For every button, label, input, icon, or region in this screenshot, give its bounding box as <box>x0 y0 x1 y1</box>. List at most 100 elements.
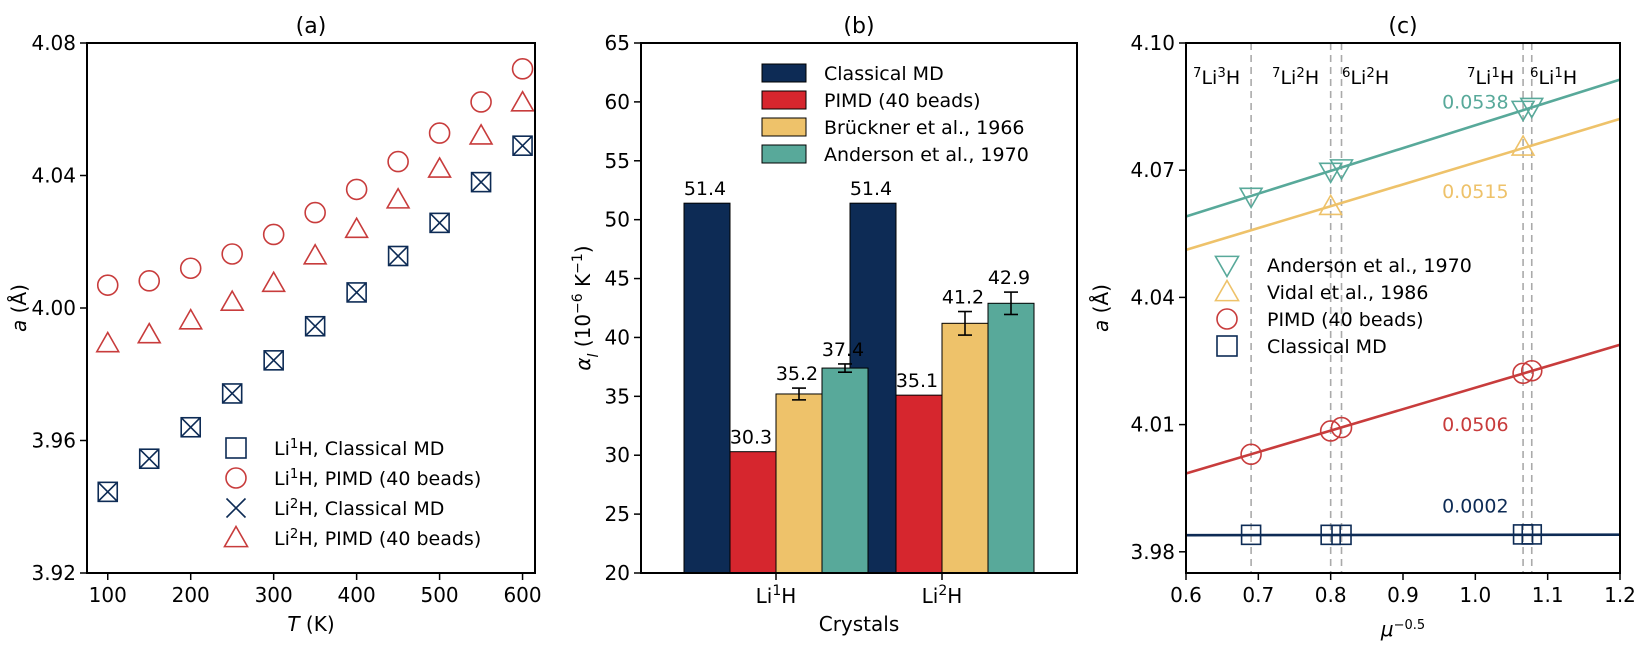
data-point <box>347 282 367 303</box>
data-point <box>261 270 286 293</box>
x-tick-label: 0.9 <box>1387 583 1419 607</box>
data-point <box>510 90 535 112</box>
data-point <box>344 216 369 239</box>
data-point <box>138 270 161 292</box>
y-tick-label: 3.92 <box>31 561 76 585</box>
y-axis-label: a (Å) <box>1089 284 1113 332</box>
data-point <box>470 171 492 193</box>
text-segment: 2 <box>1296 66 1304 81</box>
data-point <box>264 350 284 370</box>
legend-label: Classical MD <box>824 63 944 85</box>
text-segment: H <box>1500 67 1514 89</box>
text-segment: Li <box>274 438 290 460</box>
data-point <box>181 417 201 437</box>
text-segment: Li <box>274 498 290 520</box>
data-point <box>1512 362 1534 385</box>
text-segment: H <box>1563 67 1577 89</box>
data-point <box>1320 524 1341 546</box>
x-tick-label: 600 <box>503 583 541 607</box>
y-tick-label: 4.10 <box>1130 31 1175 55</box>
text-segment: Li <box>1350 67 1366 89</box>
y-tick-label: 60 <box>605 90 630 114</box>
text-segment: Li <box>1280 67 1296 89</box>
data-point <box>1510 134 1536 156</box>
legend-label: Anderson et al., 1970 <box>824 144 1029 166</box>
legend-marker <box>225 497 247 519</box>
text-segment: H <box>1226 67 1240 89</box>
bar <box>821 367 869 574</box>
data-point <box>263 350 284 371</box>
data-point <box>221 383 243 404</box>
text-segment: 2 <box>290 527 298 542</box>
text-segment: 6 <box>1342 66 1350 81</box>
legend-marker <box>1216 335 1238 357</box>
data-point <box>1519 97 1545 120</box>
data-point <box>1318 162 1343 185</box>
text-segment: H <box>947 584 962 608</box>
legend-marker <box>225 467 247 489</box>
data-point <box>429 212 450 234</box>
y-axis-label-symbol: α <box>571 357 595 370</box>
y-tick-label: 25 <box>605 502 630 526</box>
legend-label: Li2H, PIMD (40 beads) <box>274 527 481 551</box>
data-point <box>178 308 204 330</box>
legend-label: Classical MD <box>1267 336 1387 358</box>
data-point <box>97 481 119 503</box>
y-tick-label: 4.07 <box>1130 158 1175 182</box>
bar <box>775 393 823 574</box>
legend-swatch <box>761 117 807 137</box>
data-point <box>180 416 202 438</box>
data-point <box>512 135 533 156</box>
text-segment: 2 <box>290 497 298 512</box>
y-tick-label: 3.96 <box>31 429 76 453</box>
data-point <box>98 482 118 502</box>
data-point <box>95 330 121 353</box>
legend-label: Anderson et al., 1970 <box>1267 255 1472 277</box>
legend-label: Li1H, PIMD (40 beads) <box>274 467 481 491</box>
y-axis-label-symbol: a <box>7 320 31 332</box>
bar <box>987 302 1035 574</box>
data-point <box>1240 443 1262 466</box>
legend-label: Vidal et al., 1986 <box>1267 282 1428 304</box>
x-tick-label: 300 <box>255 583 293 607</box>
data-point <box>262 223 285 246</box>
text-segment: 7 <box>1193 66 1201 81</box>
text-segment: H, Classical MD <box>298 498 444 520</box>
x-axis-label: μ−0.5 <box>1380 617 1425 641</box>
data-point <box>387 150 409 173</box>
bar-value-label: 42.9 <box>988 267 1030 289</box>
data-point <box>346 282 367 303</box>
data-point <box>96 274 119 296</box>
fit-line <box>1185 117 1621 252</box>
y-axis-label-unit: K <box>571 273 595 293</box>
bar-value-label: 35.2 <box>776 363 818 385</box>
data-point <box>304 201 326 224</box>
slope-label: 0.0506 <box>1442 414 1508 436</box>
bar <box>729 451 777 574</box>
x-tick-label: 400 <box>338 583 376 607</box>
data-point <box>1319 420 1342 442</box>
text-segment: H, PIMD (40 beads) <box>298 528 481 550</box>
x-axis-label: Crystals <box>819 612 900 636</box>
data-point <box>511 58 534 80</box>
panel-title: (c) <box>1388 14 1417 39</box>
data-point <box>1329 159 1354 181</box>
x-tick-label: 0.6 <box>1170 583 1202 607</box>
plot-frame <box>640 42 1078 574</box>
text-segment: 7 <box>1272 66 1280 81</box>
panel-title: (b) <box>843 14 874 39</box>
fit-line <box>1185 533 1621 537</box>
bar <box>941 322 989 574</box>
x-axis-label-unit: (K) <box>300 612 335 636</box>
data-point <box>385 187 411 209</box>
data-point <box>468 123 494 145</box>
text-segment: 6 <box>1530 66 1538 81</box>
data-point <box>179 257 202 280</box>
text-segment: 1 <box>290 437 298 452</box>
slope-label: 0.0515 <box>1442 181 1508 203</box>
bar-value-label: 41.2 <box>942 287 984 309</box>
text-segment: 7 <box>1467 66 1475 81</box>
isotope-label: 7Li1H <box>1467 66 1514 90</box>
category-label: Li2H <box>922 583 963 608</box>
